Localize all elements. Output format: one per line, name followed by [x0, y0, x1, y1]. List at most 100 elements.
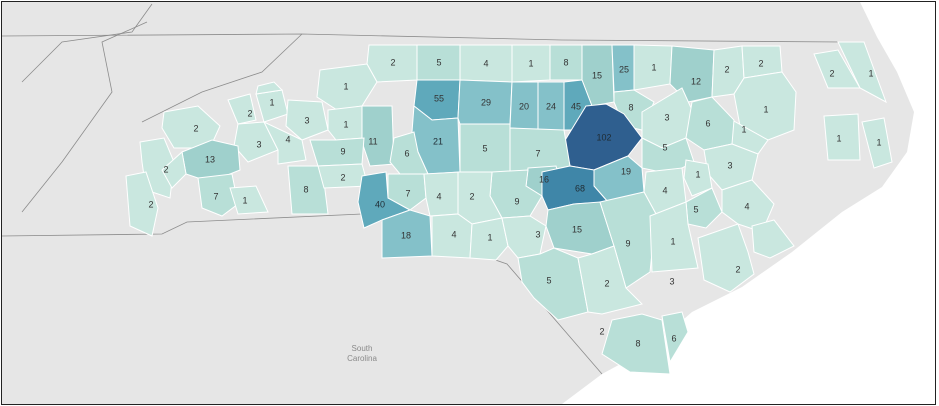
- ocean: [562, 2, 935, 404]
- county-value-c12: 2: [829, 68, 834, 78]
- sc-label-line1: South: [352, 344, 373, 353]
- county-value-c71: 2: [599, 326, 604, 336]
- county-c72[interactable]: [751, 219, 795, 259]
- county-value-c65: 3: [535, 229, 540, 239]
- county-value-c50: 4: [662, 185, 667, 195]
- county-value-c45: 19: [621, 166, 631, 176]
- county-c48[interactable]: [287, 165, 329, 215]
- county-value-c55: 40: [375, 199, 385, 209]
- county-value-c69: 5: [546, 275, 551, 285]
- county-value-c56: 7: [405, 188, 410, 198]
- county-value-c10: 2: [724, 64, 729, 74]
- county-c21[interactable]: [733, 71, 797, 141]
- county-value-c24: 2: [193, 123, 198, 133]
- tn-nc-border: [141, 33, 303, 123]
- county-c1[interactable]: [366, 44, 418, 83]
- county-value-c9: 12: [691, 76, 701, 86]
- county-value-c15: 55: [434, 93, 444, 103]
- county-layer: [125, 41, 893, 375]
- county-value-c18: 24: [546, 101, 556, 111]
- county-value-c6: 15: [592, 70, 602, 80]
- county-value-c32: 6: [705, 118, 710, 128]
- county-c26[interactable]: [285, 99, 329, 141]
- county-value-c8: 1: [651, 62, 656, 72]
- county-c13[interactable]: [837, 41, 887, 104]
- county-value-c61: 2: [469, 191, 474, 201]
- county-value-c36: 4: [285, 134, 290, 144]
- county-value-c35: 3: [256, 139, 261, 149]
- county-c28[interactable]: [361, 105, 395, 167]
- county-value-c64: 1: [487, 232, 492, 242]
- county-value-c1: 2: [390, 57, 395, 67]
- county-value-c37: 9: [340, 146, 345, 156]
- county-value-c52: 7: [213, 191, 218, 201]
- county-value-c38: 6: [404, 148, 409, 158]
- county-value-c31: 3: [664, 112, 669, 122]
- county-value-c23: 1: [836, 133, 841, 143]
- county-c76[interactable]: [255, 81, 284, 95]
- county-c23[interactable]: [823, 113, 861, 161]
- county-value-c73: 8: [635, 338, 640, 348]
- county-value-c20: 8: [628, 102, 633, 112]
- county-value-c46: 16: [539, 174, 549, 184]
- county-value-c60: 4: [744, 201, 749, 211]
- county-c56[interactable]: [387, 173, 427, 211]
- county-c57[interactable]: [423, 171, 461, 217]
- county-value-c72: 2: [735, 264, 740, 274]
- county-c47[interactable]: [683, 159, 713, 197]
- county-value-c3: 4: [483, 58, 488, 68]
- county-c37[interactable]: [309, 137, 365, 167]
- county-value-c16: 29: [481, 97, 491, 107]
- county-value-c22: 1: [741, 124, 746, 134]
- state-border-nw: [21, 3, 153, 83]
- county-value-c2: 5: [436, 57, 441, 67]
- county-c36[interactable]: [262, 120, 307, 165]
- county-c71[interactable]: [697, 223, 755, 293]
- county-value-c58: 9: [514, 196, 519, 206]
- county-value-c14: 1: [343, 81, 348, 91]
- county-value-c68: 1: [670, 236, 675, 246]
- county-c73[interactable]: [601, 313, 671, 375]
- county-value-c40: 7: [535, 148, 540, 158]
- county-c34[interactable]: [227, 93, 257, 125]
- county-value-c49: 2: [340, 172, 345, 182]
- county-c68[interactable]: [649, 201, 699, 273]
- county-value-c11: 2: [758, 58, 763, 68]
- county-value-c5: 8: [563, 57, 568, 67]
- county-value-c26: 3: [304, 115, 309, 125]
- county-value-c66: 15: [572, 224, 582, 234]
- county-c62[interactable]: [381, 209, 433, 259]
- county-c64[interactable]: [469, 217, 509, 261]
- county-c70[interactable]: [577, 245, 643, 315]
- county-c35[interactable]: [233, 121, 279, 163]
- county-c75[interactable]: [161, 151, 187, 189]
- county-value-c13: 1: [868, 68, 873, 78]
- county-value-c19: 45: [571, 101, 581, 111]
- county-value-c7: 25: [619, 64, 629, 74]
- county-value-c17: 20: [519, 101, 529, 111]
- county-value-c63: 4: [451, 229, 456, 239]
- county-c74[interactable]: [661, 311, 689, 364]
- county-c33[interactable]: [861, 117, 893, 169]
- sc-label-line2: Carolina: [347, 354, 377, 363]
- county-value-c4: 1: [528, 58, 533, 68]
- county-value-c67: 9: [625, 238, 630, 248]
- county-value-c47: 1: [695, 169, 700, 179]
- county-c52[interactable]: [197, 173, 239, 217]
- county-value-c27: 1: [343, 119, 348, 129]
- tn-border: [21, 21, 148, 213]
- county-value-labels: 2 5 4 1 8 15 25 1 12 2 2 2 1 1 55 29 20 …: [148, 57, 881, 348]
- county-value-c42: 3: [727, 160, 732, 170]
- county-value-c33: 1: [876, 137, 881, 147]
- county-value-c57: 4: [436, 191, 441, 201]
- county-value-c25: 1: [269, 97, 274, 107]
- county-value-c74: 6: [671, 333, 676, 343]
- county-value-c59: 5: [693, 204, 698, 214]
- county-value-c51: 2: [148, 199, 153, 209]
- county-value-c30: 102: [596, 132, 611, 142]
- county-c53[interactable]: [229, 185, 269, 215]
- county-value-c62: 18: [401, 230, 411, 240]
- county-c51[interactable]: [125, 171, 159, 237]
